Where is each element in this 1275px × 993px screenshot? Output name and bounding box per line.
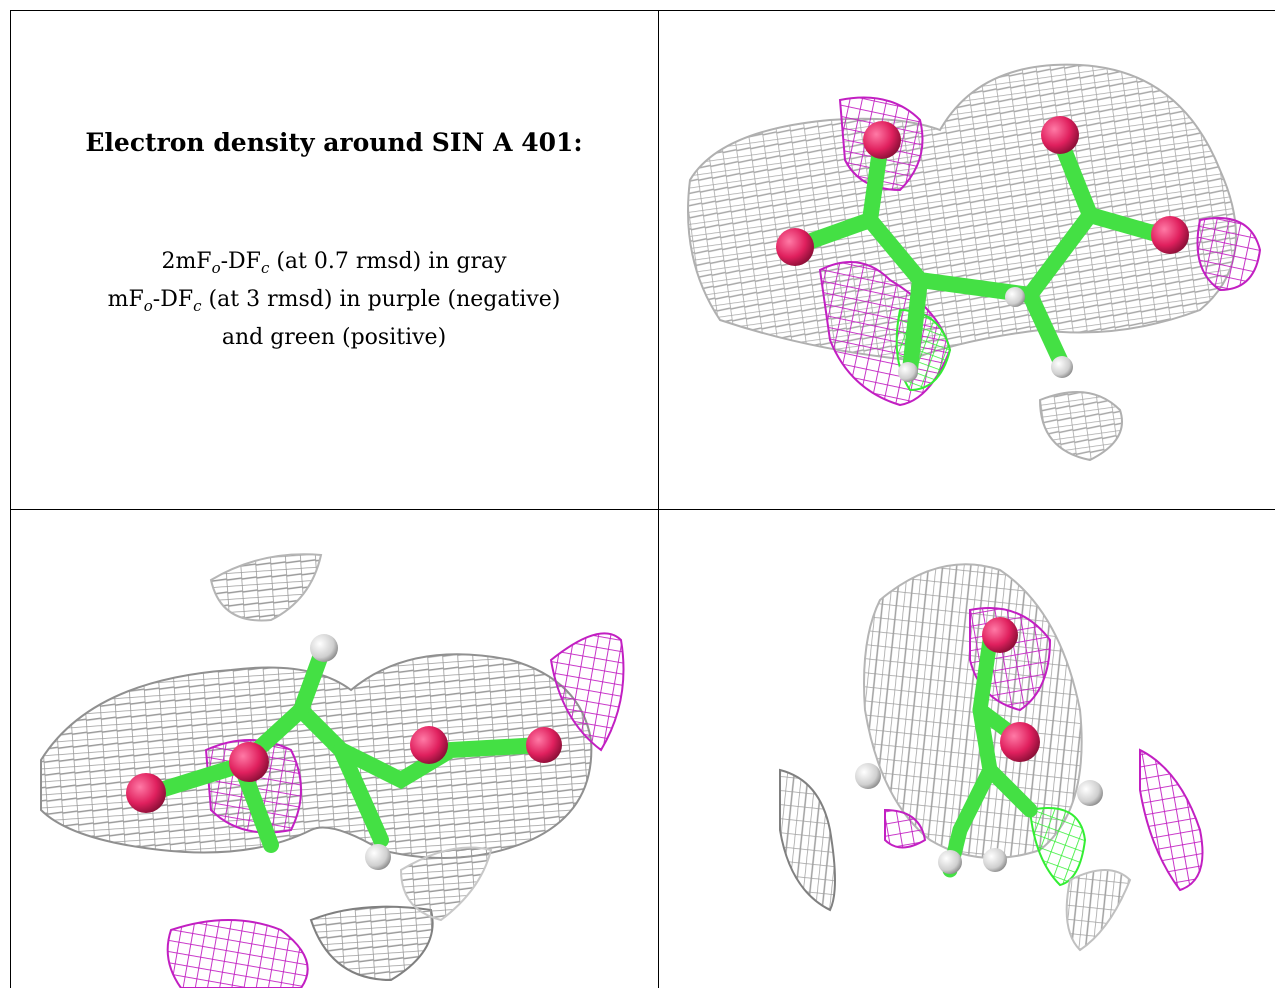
caption-cell: Electron density around SIN A 401: 2mFo-… [10,10,658,509]
legend-sub: o [143,297,153,315]
divider-horizontal [10,509,1275,510]
legend-sub: c [260,259,270,277]
legend-text: -DF [152,287,194,312]
mesh-view-icon [779,563,1204,952]
mesh-view-icon [40,553,625,988]
legend-line-gray: 2mFo-DFc (at 0.7 rmsd) in gray [10,246,658,284]
caption-title: Electron density around SIN A 401: [85,128,583,157]
legend-text: mF [107,287,144,312]
legend-line-green: and green (positive) [221,325,447,350]
legend-sub: c [193,297,202,315]
legend-text: (at 3 rmsd) in purple (negative) [201,287,561,312]
legend-text: 2mF [161,249,212,274]
density-view-bottom-left [11,510,658,988]
mesh-view-icon [687,63,1262,462]
border-left [10,10,11,988]
legend-line-purple: mFo-DFc (at 3 rmsd) in purple (negative) [10,284,658,322]
divider-vertical [658,10,659,988]
legend-text: -DF [220,249,261,274]
density-view-top-right [660,10,1275,509]
border-top [10,10,1275,11]
caption-legend: 2mFo-DFc (at 0.7 rmsd) in gray mFo-DFc (… [10,246,658,353]
density-view-bottom-right [660,510,1275,988]
legend-sub: o [211,259,221,277]
legend-text: (at 0.7 rmsd) in gray [269,249,507,274]
figure-grid: Electron density around SIN A 401: 2mFo-… [10,10,1275,988]
